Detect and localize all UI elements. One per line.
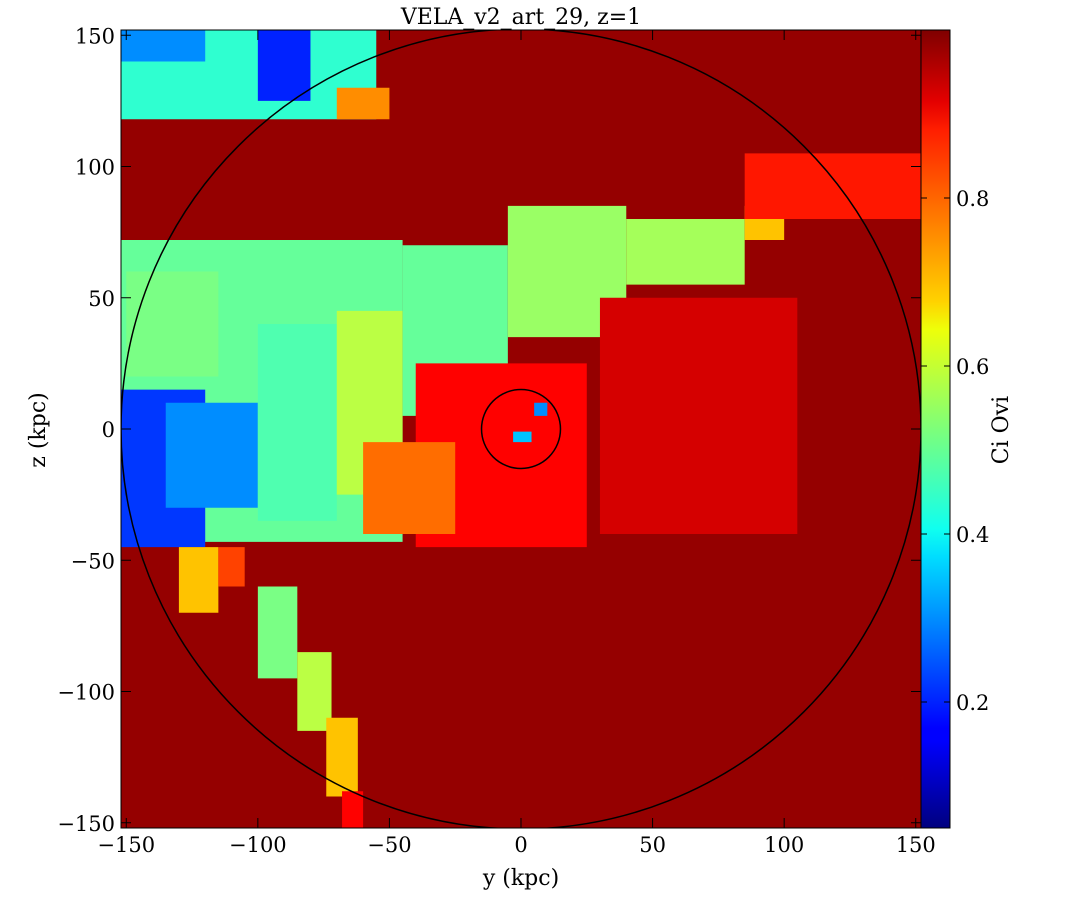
x-tick-label: −150 (97, 833, 155, 857)
radius-circles (121, 30, 921, 828)
y-axis: −150 −100 −50 0 50 100 150 (57, 24, 921, 836)
heatmap-region-19 (297, 652, 332, 731)
x-tick-label: 0 (514, 833, 527, 857)
colorbar-axis: 0.2 0.4 0.6 0.8 (921, 187, 989, 715)
heatmap-region-20 (326, 717, 358, 797)
heatmap-region-16 (178, 547, 219, 613)
y-tick-label: 150 (75, 24, 115, 48)
heatmap-region-18 (257, 586, 298, 679)
heatmap-region-8 (626, 219, 745, 285)
colorbar-tick-label: 0.8 (956, 187, 989, 211)
heatmap-region-4 (257, 324, 337, 521)
heatmap-regions (121, 30, 921, 828)
heatmap-region-25 (513, 431, 532, 443)
heatmap-region-2 (165, 402, 258, 508)
heatmap-region-13 (257, 30, 311, 101)
colorbar-label: Ci Ovi (989, 396, 1014, 464)
heatmap-region-11 (363, 442, 456, 534)
heatmap-region-24 (534, 402, 548, 416)
y-axis-label: z (kpc) (26, 392, 51, 468)
y-tick-label: −100 (57, 681, 115, 705)
y-tick-label: −50 (71, 549, 115, 573)
plot-area (121, 30, 921, 828)
y-tick-label: 100 (75, 156, 115, 180)
x-tick-label: −100 (229, 833, 287, 857)
chart-title: VELA_v2_art_29, z=1 (400, 5, 641, 30)
x-tick-label: 50 (639, 833, 666, 857)
colorbar (920, 29, 951, 829)
heatmap-region-3 (126, 271, 219, 377)
radius-circle-1 (480, 388, 562, 470)
heatmap-region-21 (342, 791, 364, 828)
colorbar-tick-label: 0.2 (956, 691, 989, 715)
colorbar-tick-label: 0.4 (956, 523, 989, 547)
heatmap-region-17 (218, 547, 245, 587)
heatmap-region-14 (121, 30, 206, 62)
colorbar-tick-label: 0.6 (956, 355, 989, 379)
x-axis: −150 −100 −50 0 50 100 150 (97, 30, 936, 857)
x-tick-label: 150 (896, 833, 936, 857)
heatmap-region-23 (599, 297, 798, 534)
x-axis-label: y (kpc) (482, 866, 559, 891)
y-tick-label: 0 (102, 418, 115, 442)
y-tick-label: −150 (57, 812, 115, 836)
x-tick-label: −50 (367, 833, 411, 857)
heatmap-region-15 (336, 87, 390, 120)
heatmap-region-22 (744, 153, 921, 219)
y-tick-label: 50 (88, 287, 115, 311)
x-tick-label: 100 (764, 833, 804, 857)
